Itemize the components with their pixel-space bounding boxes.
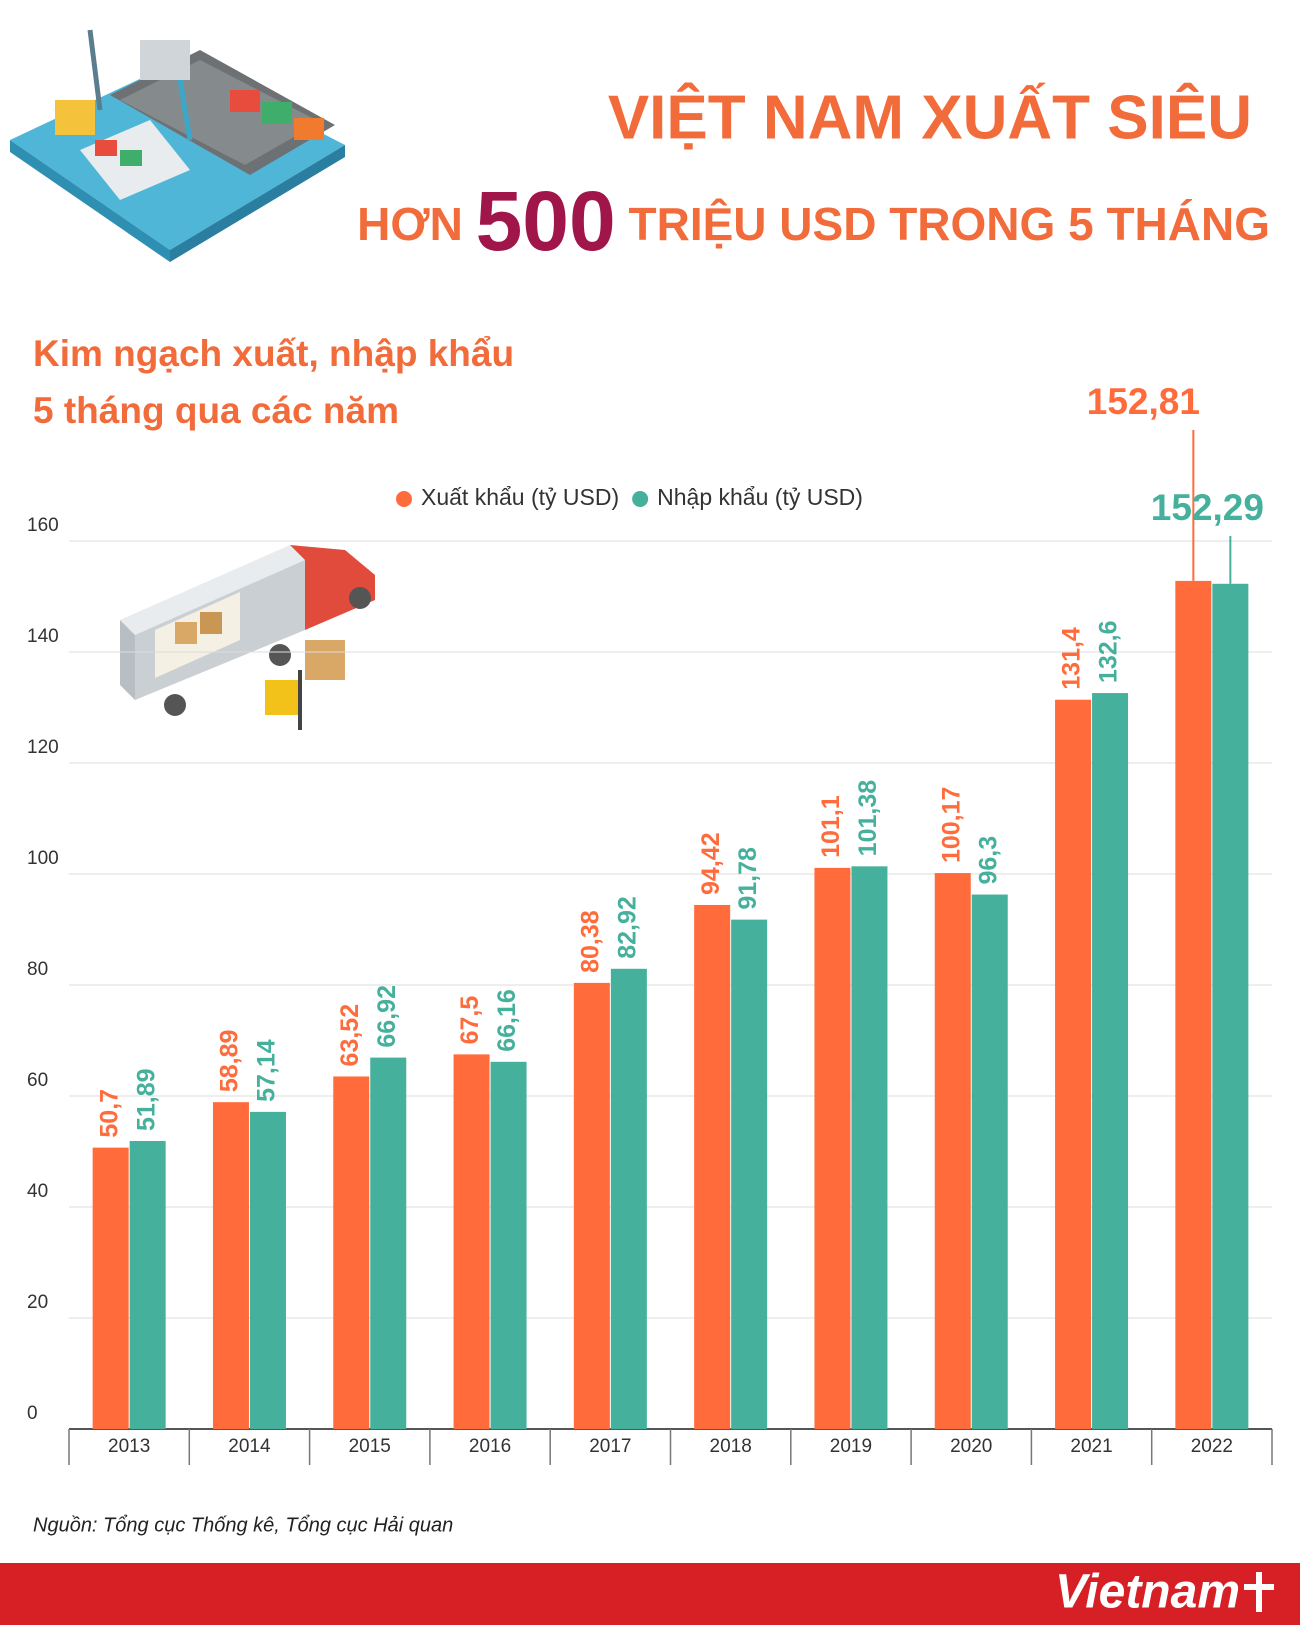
bar (934, 873, 971, 1429)
bar (212, 1102, 249, 1429)
bar (971, 894, 1008, 1429)
legend-marker (396, 491, 412, 507)
value-label: 58,89 (216, 1030, 244, 1093)
y-tick-label: 40 (27, 1181, 48, 1202)
value-label: 57,14 (253, 1039, 281, 1102)
headline-line1: VIỆT NAM XUẤT SIÊU (608, 83, 1252, 152)
value-label: 91,78 (734, 847, 762, 910)
chart: 0 20 40 60 80 100 120 140 160 Xuất khẩu (tỷ USD) N… (27, 381, 1273, 1465)
value-label: 100,17 (937, 787, 965, 863)
value-label: 50,7 (95, 1089, 123, 1138)
value-label: 66,92 (373, 985, 401, 1048)
source-note: Nguồn: Tổng cục Thống kê, Tổng cục Hải q… (33, 1514, 453, 1536)
bar (814, 867, 851, 1429)
bar (1175, 580, 1212, 1429)
x-tick-label: 2022 (1191, 1436, 1233, 1457)
bar (92, 1147, 129, 1429)
bar (573, 982, 610, 1429)
bar (249, 1111, 286, 1429)
bar (129, 1141, 166, 1429)
value-label: 66,16 (493, 989, 521, 1052)
y-tick-label: 120 (27, 737, 59, 758)
headline-part: HƠN (357, 198, 463, 250)
value-label: 96,3 (974, 836, 1002, 885)
y-tick-label: 80 (27, 959, 48, 980)
y-tick-label: 160 (27, 515, 59, 536)
value-label: 101,1 (817, 795, 845, 858)
headline-number: 500 (476, 174, 616, 268)
y-tick-label: 0 (27, 1403, 38, 1424)
footer-bar (0, 1563, 1300, 1625)
bar (851, 866, 888, 1429)
value-label: 67,5 (456, 996, 484, 1045)
legend-marker (632, 491, 649, 507)
value-label: 152,81 (1087, 381, 1200, 422)
x-tick-label: 2015 (349, 1436, 391, 1457)
x-tick-label: 2016 (469, 1436, 511, 1457)
x-tick-label: 2013 (108, 1436, 150, 1457)
bar (1212, 583, 1249, 1429)
bar (731, 919, 768, 1429)
x-tick-label: 2020 (950, 1436, 992, 1457)
truck-illustration (120, 545, 375, 730)
headline-line2: HƠN 500 TRIỆU USD TRONG 5 THÁNG (357, 174, 1270, 268)
x-tick-label: 2017 (589, 1436, 631, 1457)
headline-part: TRIỆU USD TRONG 5 THÁNG (629, 198, 1270, 250)
chart-title: 5 tháng qua các năm (33, 390, 399, 431)
y-tick-label: 100 (27, 848, 59, 869)
bar (370, 1057, 407, 1429)
bar (453, 1054, 490, 1429)
bar (1055, 699, 1092, 1429)
legend-label: Xuất khẩu (tỷ USD) (421, 484, 619, 510)
value-label: 152,29 (1151, 487, 1264, 528)
y-tick-label: 140 (27, 626, 59, 647)
x-tick-label: 2019 (830, 1436, 872, 1457)
value-label: 132,6 (1095, 621, 1123, 684)
x-tick-label: 2018 (710, 1436, 752, 1457)
value-label: 63,52 (336, 1004, 364, 1067)
footer-logo-plus (1244, 1572, 1274, 1612)
footer-logo: Vietnam (1055, 1566, 1240, 1619)
x-tick-label: 2021 (1070, 1436, 1112, 1457)
chart-title: Kim ngạch xuất, nhập khẩu (33, 333, 514, 374)
value-label: 82,92 (613, 896, 641, 959)
value-label: 131,4 (1058, 627, 1086, 690)
bar (694, 904, 731, 1429)
port-illustration (10, 29, 345, 262)
bar (490, 1061, 527, 1429)
bar (333, 1076, 370, 1429)
bar (610, 968, 647, 1429)
legend-label: Nhập khẩu (tỷ USD) (657, 484, 863, 510)
value-label: 51,89 (132, 1068, 160, 1131)
x-tick-label: 2014 (228, 1436, 271, 1457)
value-label: 94,42 (697, 832, 725, 895)
value-label: 101,38 (854, 780, 882, 857)
value-label: 80,38 (576, 910, 604, 973)
y-tick-label: 20 (27, 1292, 48, 1313)
bar (1092, 693, 1129, 1429)
y-tick-label: 60 (27, 1070, 48, 1091)
